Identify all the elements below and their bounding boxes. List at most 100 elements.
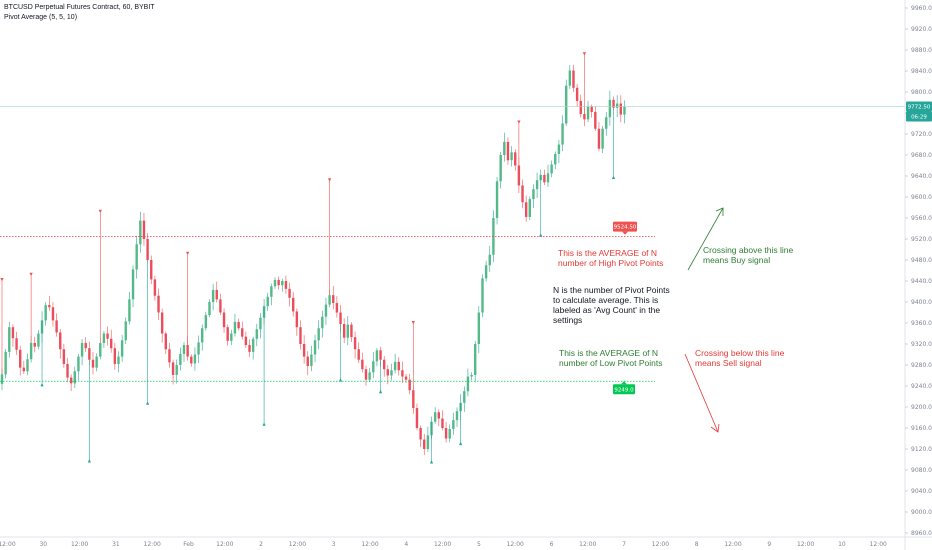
candle-body bbox=[572, 70, 575, 88]
candle-body bbox=[433, 412, 437, 422]
candle-body bbox=[8, 327, 11, 352]
price-tick-label: 9040.00 bbox=[911, 488, 932, 495]
candle-body bbox=[605, 117, 608, 129]
candle-body bbox=[190, 356, 193, 364]
candle-body bbox=[612, 99, 615, 108]
candle-body bbox=[455, 411, 459, 421]
n-description-line: to calculate average. This is bbox=[553, 295, 659, 305]
candle-body bbox=[557, 144, 561, 154]
candle-body bbox=[88, 348, 91, 360]
price-tick-label: 9320.00 bbox=[911, 341, 932, 348]
countdown-tag: 06:29 bbox=[906, 111, 932, 122]
candle-body bbox=[390, 370, 393, 376]
time-tick-label: 12:00 bbox=[434, 541, 451, 548]
candle-body bbox=[561, 123, 564, 145]
candle-body bbox=[171, 362, 175, 375]
time-tick-label: 9 bbox=[767, 541, 771, 548]
candle-body bbox=[80, 342, 84, 357]
candle-body bbox=[62, 349, 66, 364]
candle-body bbox=[554, 153, 557, 165]
sell-arrow-head bbox=[710, 423, 720, 433]
candle-body bbox=[368, 372, 371, 380]
time-tick-label: 5 bbox=[477, 541, 481, 548]
price-tick-label: 9200.00 bbox=[911, 404, 932, 411]
candle-body bbox=[619, 103, 622, 115]
candles-layer bbox=[0, 52, 626, 464]
candle-body bbox=[503, 141, 506, 155]
candle-body bbox=[201, 328, 204, 343]
candle-body bbox=[408, 379, 411, 391]
candle-body bbox=[259, 317, 262, 330]
low-pivot-marker bbox=[40, 382, 44, 387]
candle-body bbox=[44, 305, 47, 321]
candle-body bbox=[335, 303, 339, 313]
candle-body bbox=[306, 356, 309, 367]
candle-body bbox=[364, 369, 368, 380]
candle-body bbox=[299, 327, 302, 344]
price-tick-label: 9720.00 bbox=[911, 131, 932, 138]
candle-body bbox=[441, 418, 444, 428]
candle-body bbox=[448, 429, 451, 439]
price-tick-label: 9520.00 bbox=[911, 236, 932, 243]
candle-body bbox=[521, 185, 524, 203]
n-description-line: labeled as 'Avg Count' in the bbox=[553, 305, 661, 315]
candle-body bbox=[55, 320, 58, 333]
candle-body bbox=[113, 348, 117, 364]
high-average-note-line: number of High Pivot Points bbox=[558, 258, 664, 268]
candle-body bbox=[179, 353, 182, 365]
candle-body bbox=[568, 70, 572, 86]
low-pivot-tag-text: 9249.0 bbox=[614, 387, 634, 393]
candle-body bbox=[597, 128, 601, 149]
candle-body bbox=[91, 359, 95, 368]
candle-body bbox=[477, 312, 481, 344]
candle-body bbox=[379, 350, 382, 360]
price-tick-label: 9640.00 bbox=[911, 173, 932, 180]
candle-body bbox=[372, 361, 375, 373]
candle-body bbox=[386, 369, 390, 376]
price-tick-label: 9800.00 bbox=[911, 89, 932, 96]
time-axis[interactable]: 12:00 30 12:00 31 12:00 Feb 12:00 2 12:00 3 12:00 4… bbox=[0, 536, 932, 548]
candle-body bbox=[623, 106, 626, 115]
price-tick-label: 9600.00 bbox=[911, 194, 932, 201]
candle-body bbox=[244, 336, 248, 346]
candle-body bbox=[474, 344, 477, 375]
sell-signal-line: means Sell signal bbox=[695, 358, 762, 368]
price-tick-label: 9080.00 bbox=[911, 467, 932, 474]
candle-body bbox=[423, 439, 426, 449]
high-pivot-marker bbox=[411, 321, 415, 325]
time-tick-label: 12:00 bbox=[289, 541, 306, 548]
time-tick-label: 4 bbox=[404, 541, 408, 548]
candle-body bbox=[73, 371, 76, 384]
candle-body bbox=[444, 428, 448, 439]
candle-body bbox=[15, 338, 18, 350]
candle-body bbox=[546, 173, 550, 183]
candle-body bbox=[135, 244, 138, 270]
time-tick-label: 12:00 bbox=[71, 541, 88, 548]
price-axis[interactable]: 9960.009920.009880.009840.009800.009760.… bbox=[904, 0, 932, 550]
time-tick-label: 6 bbox=[550, 541, 554, 548]
candle-body bbox=[481, 278, 484, 313]
candle-body bbox=[281, 281, 284, 286]
price-tick-label: 9160.00 bbox=[911, 425, 932, 432]
candle-body bbox=[66, 363, 69, 378]
candle-body bbox=[321, 316, 324, 329]
candle-body bbox=[95, 356, 98, 368]
time-tick-label: 12:00 bbox=[0, 541, 16, 548]
candle-body bbox=[292, 297, 295, 312]
candle-body bbox=[222, 312, 226, 328]
candle-body bbox=[332, 295, 335, 304]
low-pivot-marker bbox=[378, 389, 383, 394]
candle-body bbox=[273, 279, 277, 287]
sell-arrow bbox=[684, 353, 719, 433]
indicator-legend: Pivot Average (5, 5, 10) bbox=[4, 14, 78, 21]
candle-body bbox=[302, 344, 306, 357]
candle-body bbox=[350, 324, 353, 338]
high-pivot-marker bbox=[0, 278, 4, 282]
candle-body bbox=[22, 367, 26, 372]
candle-body bbox=[488, 254, 491, 266]
candle-body bbox=[528, 199, 531, 217]
candle-body bbox=[361, 359, 364, 370]
low-average-note-line: number of Low Pivot Points bbox=[559, 358, 663, 368]
candle-body bbox=[37, 333, 40, 347]
